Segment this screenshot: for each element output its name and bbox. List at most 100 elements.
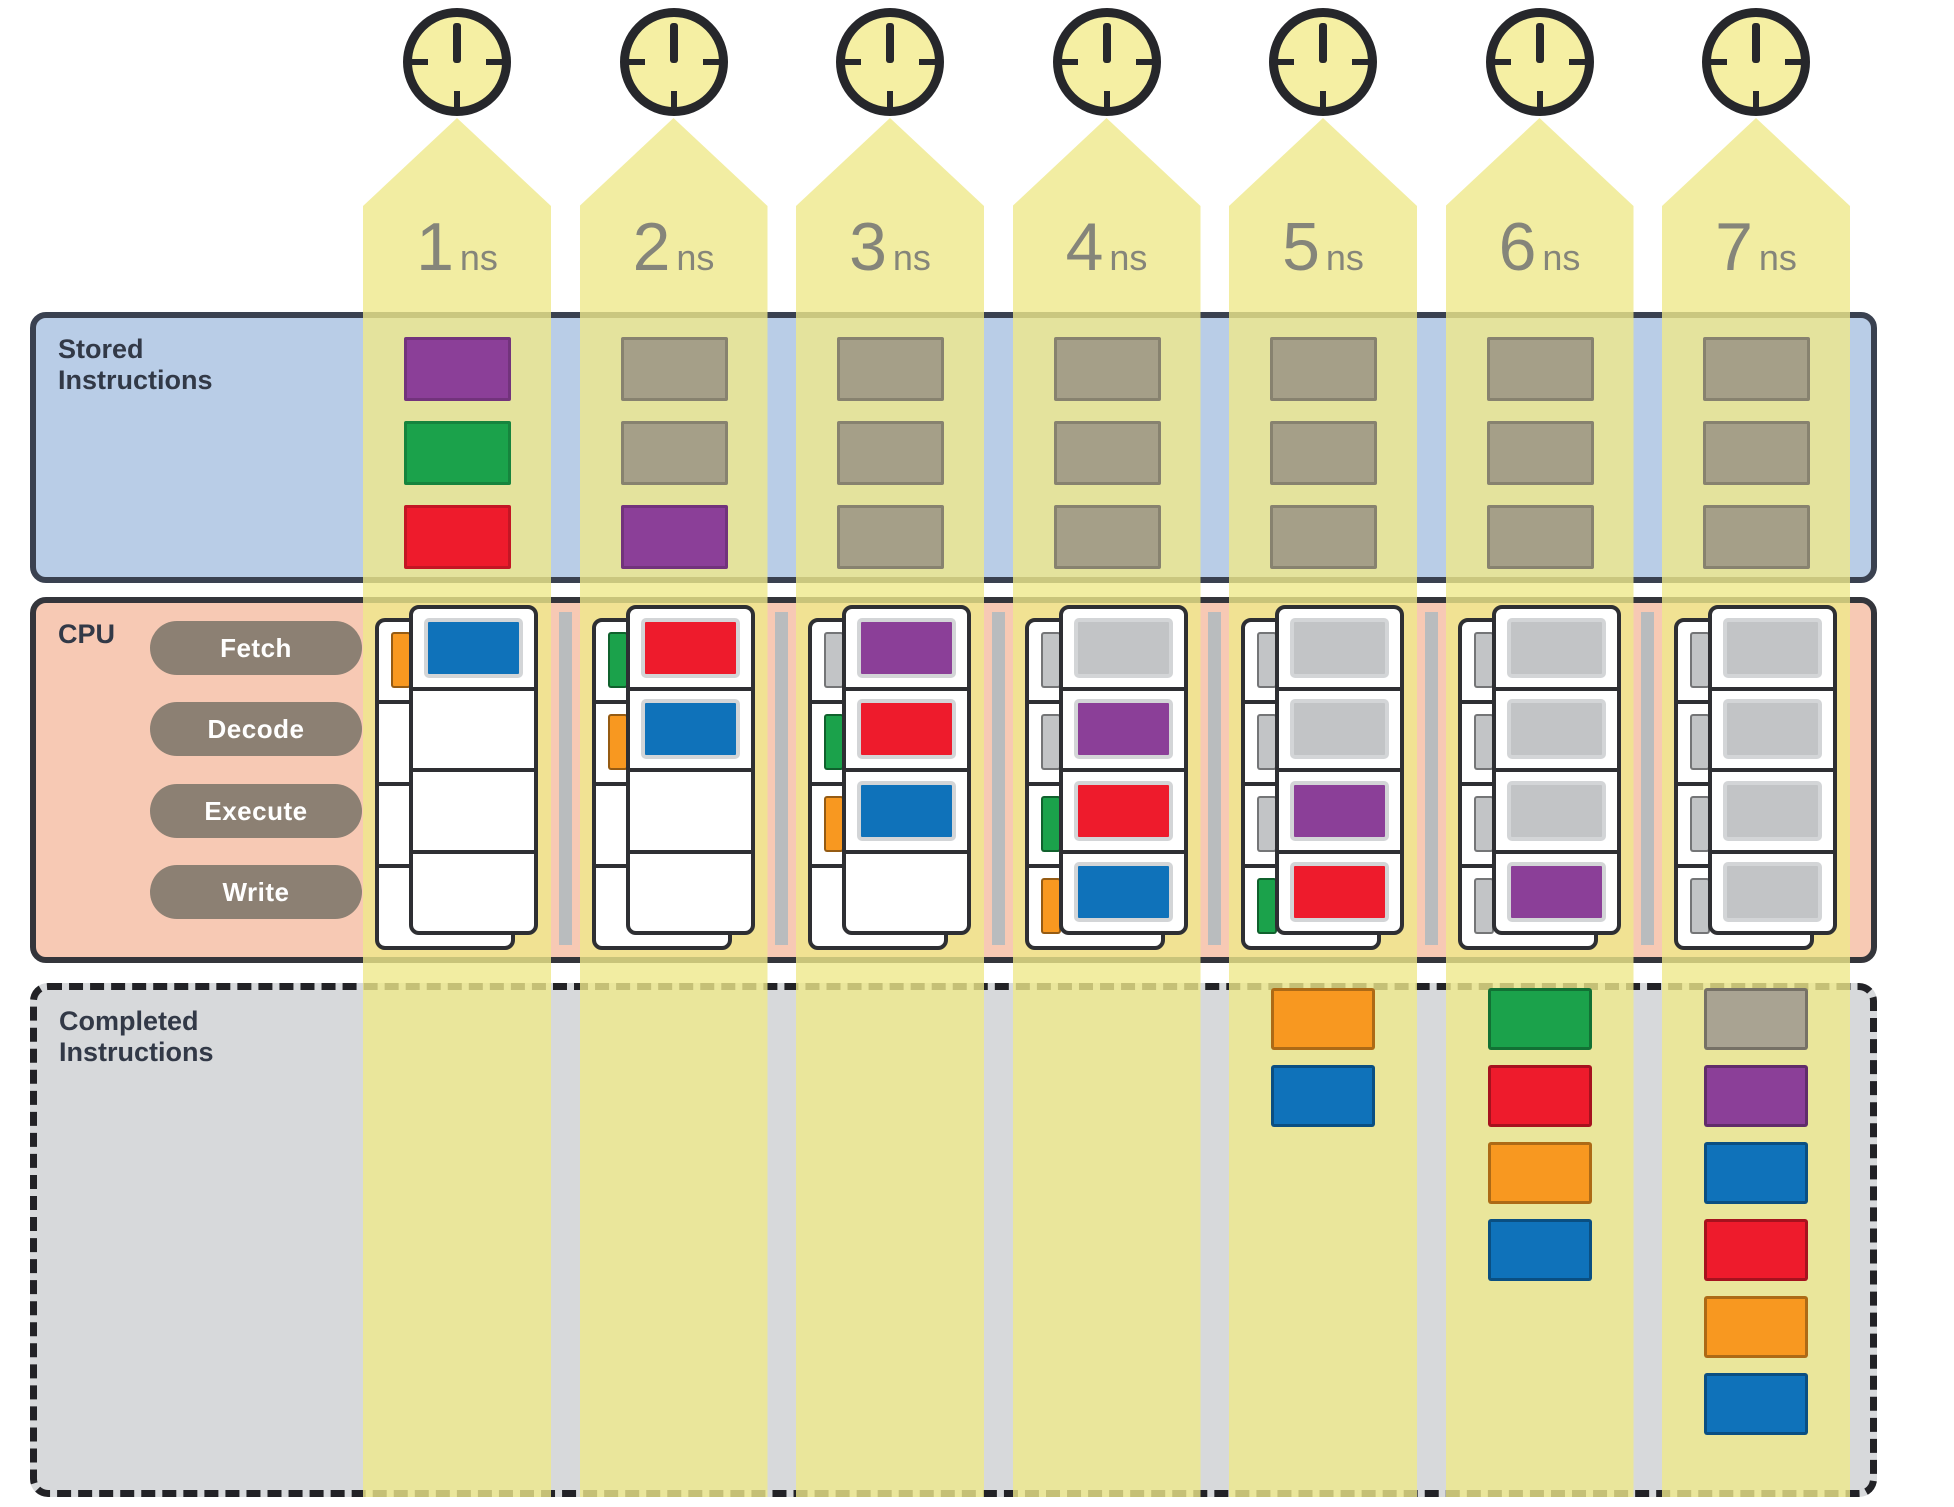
cpu-gap-stripe [775,612,788,945]
cpu-gap-stripe [991,612,1005,945]
stage-instruction-block [1506,780,1606,841]
cpu-stage-cell [1495,849,1617,932]
cpu-stage-cell [630,609,751,687]
clock-icon [1485,8,1594,116]
clock-tick-icon [1061,59,1078,65]
clock-icon [1269,8,1377,116]
stage-instruction-block [640,699,740,760]
stored-instruction-block [837,421,944,485]
time-label: 7 ns [1662,213,1850,281]
cpu-stage-cell [413,686,534,769]
stored-instruction-block [1270,337,1377,401]
stored-instruction-block [1053,337,1161,401]
stage-instruction-block [1506,699,1606,760]
incoming-instruction-block [1473,714,1494,770]
completed-instruction-block [1487,1219,1592,1281]
incoming-instruction-block [824,632,844,688]
clock-icon [619,8,728,116]
stored-instruction-block [837,337,944,401]
completed-instruction-block [1487,1065,1592,1127]
cpu-stage-cell [1062,849,1184,932]
cpu-pipeline-card [1275,605,1404,935]
incoming-instruction-block [1473,796,1494,852]
cpu-stage-cell [1712,609,1833,687]
stored-instruction-block [404,505,511,569]
cpu-pipeline-card [1708,605,1837,935]
clock-icon [1702,8,1810,116]
clock-hand-icon [1102,23,1111,63]
time-unit: ns [1758,237,1797,278]
cpu-stage-cell [413,768,534,850]
stored-instruction-block [620,505,728,569]
time-unit: ns [676,237,715,278]
time-value: 3 [849,209,887,285]
clock-icon [836,8,944,116]
cpu-stage-cell [1496,609,1617,687]
stage-instruction-block [640,617,740,678]
cpu-gap-stripe [1208,612,1221,945]
cpu-stage-cell [629,768,751,850]
time-value: 7 [1715,209,1753,285]
stage-instruction-block [1506,862,1606,923]
incoming-instruction-block [1473,632,1494,688]
cpu-stage-pill-fetch: Fetch [150,621,362,675]
clock-tick-icon [1278,59,1294,65]
clock-hand-icon [1535,23,1544,63]
time-unit: ns [892,237,931,278]
clock-tick-icon [1711,59,1727,65]
clock-tick-icon [845,59,861,65]
time-label: 6 ns [1446,213,1634,281]
stage-instruction-block [1073,699,1173,760]
clock-tick-icon [1785,59,1801,65]
cpu-stage-cell [846,849,967,932]
incoming-instruction-block [1040,796,1061,852]
stored-instruction-block [1053,505,1161,569]
clock-tick-icon [628,59,645,65]
time-value: 5 [1282,209,1320,285]
stored-instruction-block [1703,505,1810,569]
completed-instruction-block [1704,1065,1808,1127]
completed-instruction-block [1704,1142,1808,1204]
stored-instruction-block [1270,421,1377,485]
stored-instruction-block [837,505,944,569]
completed-instruction-block [1271,988,1375,1050]
cpu-stage-cell [1279,849,1400,932]
cpu-pipeline-card [1491,605,1621,935]
completed-instruction-block [1704,1219,1808,1281]
incoming-instruction-block [1040,878,1061,934]
clock-tick-icon [412,59,428,65]
stored-instruction-block [404,421,511,485]
clock-tick-icon [887,91,893,107]
clock-tick-icon [454,91,460,107]
stage-instruction-block [857,780,956,841]
cpu-stage-pill-decode: Decode [150,702,362,756]
clock-tick-icon [1568,59,1585,65]
cpu-pipeline-card [1058,605,1188,935]
incoming-instruction-block [1690,714,1710,770]
stage-instruction-block [1073,862,1173,923]
stage-instruction-block [1290,780,1389,841]
cpu-gap-stripe [558,612,572,945]
cpu-stage-cell [629,849,751,932]
stage-instruction-block [1506,617,1606,678]
incoming-instruction-block [607,714,628,770]
clock-tick-icon [1135,59,1152,65]
incoming-instruction-block [1257,632,1277,688]
cpu-stage-cell [1062,686,1184,769]
stage-instruction-block [857,617,956,678]
stage-instruction-block [1723,617,1822,678]
stage-instruction-block [1073,617,1173,678]
cpu-stage-cell [413,849,534,932]
cpu-stage-cell [1495,686,1617,769]
clock-tick-icon [1103,91,1110,107]
completed-instruction-block [1487,1142,1592,1204]
stored-instruction-block [620,337,728,401]
cpu-gap-stripe [1641,612,1654,945]
time-label: 2 ns [580,213,768,281]
time-value: 2 [632,209,671,285]
clock-tick-icon [670,91,677,107]
stored-instruction-block [1703,421,1810,485]
cpu-stage-cell [1279,609,1400,687]
stored-instruction-block [1053,421,1161,485]
stored-instruction-block [620,421,728,485]
